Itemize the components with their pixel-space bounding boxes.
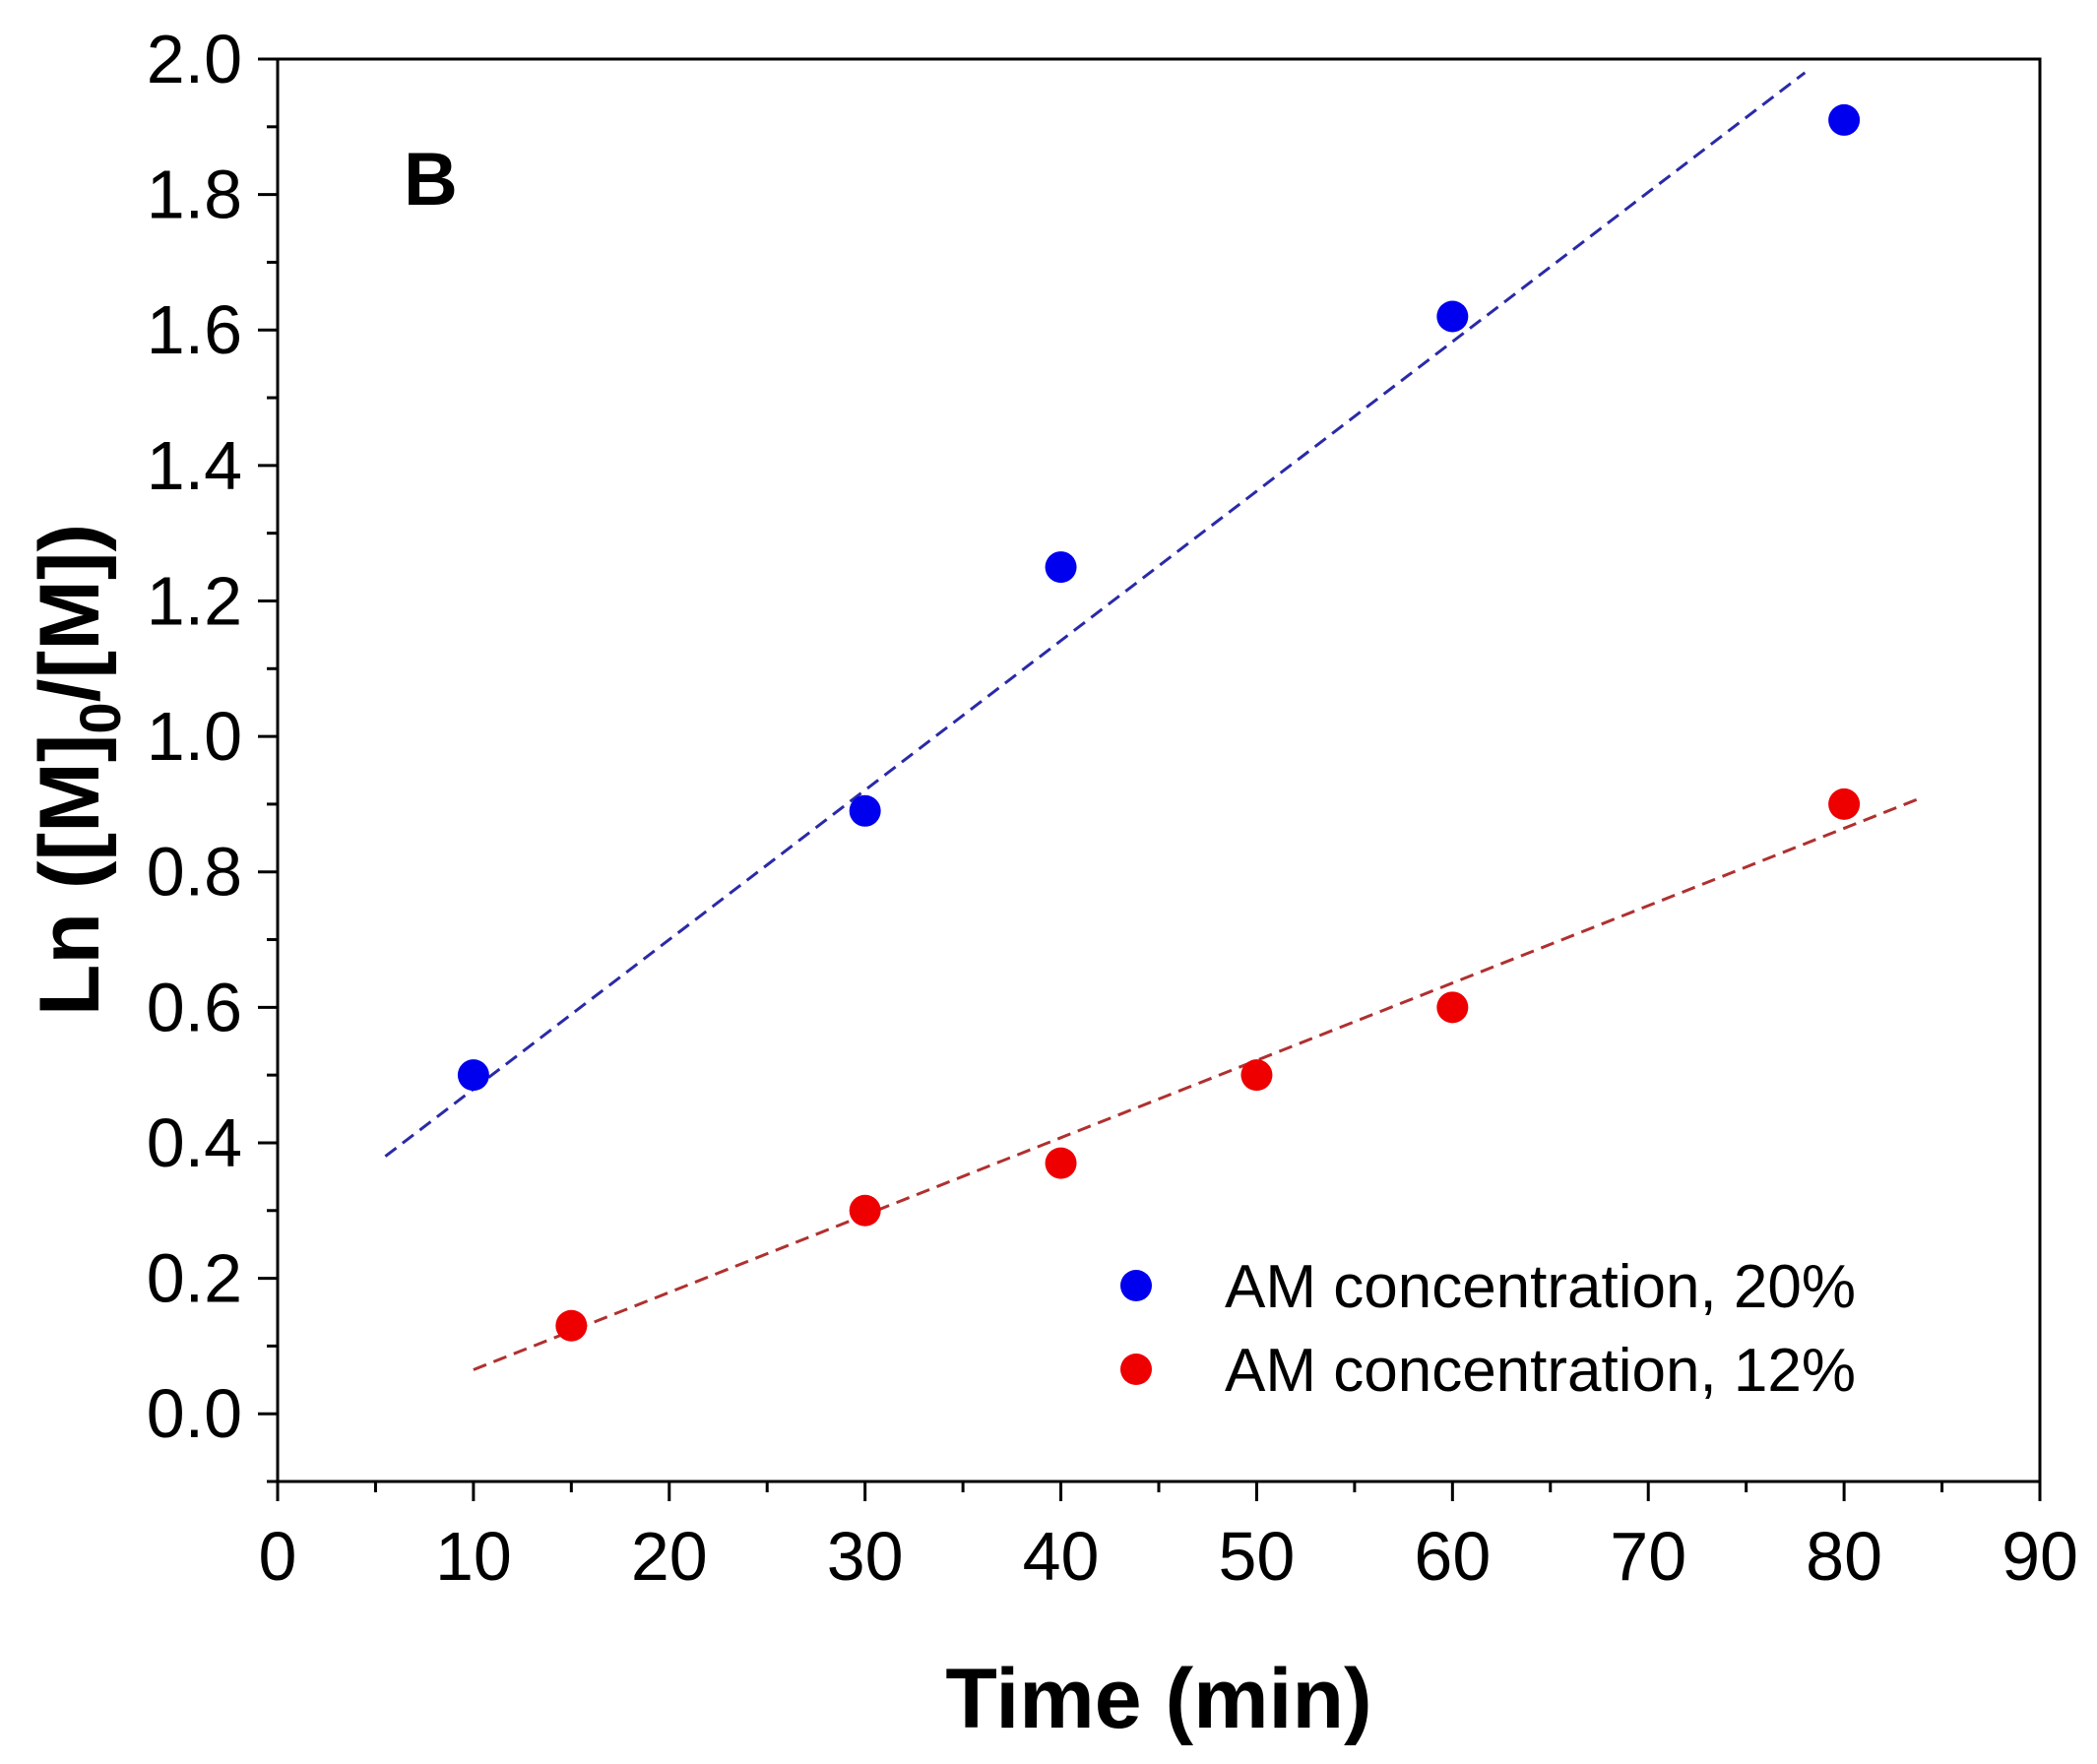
x-tick-label: 50 <box>1219 1518 1296 1595</box>
data-points <box>457 103 1861 1342</box>
y-tick-label: 1.8 <box>147 157 242 233</box>
y-tick-label: 0.2 <box>147 1240 242 1317</box>
x-axis-title: Time (min) <box>945 1652 1371 1746</box>
y-axis-title-prefix: Ln ([M] <box>23 734 117 1017</box>
data-point-s1 <box>1436 991 1469 1024</box>
data-point-s1 <box>1045 1147 1077 1179</box>
y-tick-label: 1.4 <box>147 427 242 504</box>
data-point-s0 <box>457 1059 489 1092</box>
y-tick-label: 1.0 <box>147 698 242 775</box>
y-axis-title: Ln ([M]0/[M]) <box>23 524 133 1016</box>
y-axis-title-suffix: /[M]) <box>23 524 117 702</box>
data-point-s1 <box>1828 788 1861 820</box>
data-point-s0 <box>1436 300 1469 333</box>
ticks <box>258 57 2042 1501</box>
x-tick-label: 90 <box>2002 1518 2078 1595</box>
x-tick-label: 60 <box>1414 1518 1491 1595</box>
fit-line-0 <box>384 71 1807 1158</box>
legend-label-20: AM concentration, 20% <box>1225 1253 1856 1321</box>
y-tick-label: 0.0 <box>147 1375 242 1452</box>
y-tick-label: 0.8 <box>147 834 242 911</box>
data-point-s0 <box>849 794 881 827</box>
x-tick-label: 40 <box>1023 1518 1100 1595</box>
data-point-s1 <box>555 1309 588 1342</box>
x-tick-label: 0 <box>259 1518 297 1595</box>
y-tick-label: 1.6 <box>147 291 242 368</box>
legend-marker-12 <box>1120 1354 1152 1385</box>
data-point-s1 <box>849 1194 881 1227</box>
fit-lines <box>384 71 1924 1371</box>
data-point-s0 <box>1828 103 1861 136</box>
x-tick-label: 80 <box>1806 1518 1882 1595</box>
tick-labels: 0 10 20 30 40 50 60 70 80 90 0.0 0.2 0.4 0.6 0.8 1.0 1.2… <box>147 21 2078 1595</box>
legend-marker-20 <box>1120 1270 1152 1301</box>
y-tick-label: 0.6 <box>147 969 242 1045</box>
x-tick-label: 30 <box>827 1518 904 1595</box>
data-point-s0 <box>1045 551 1077 584</box>
y-tick-label: 2.0 <box>147 21 242 97</box>
data-point-s1 <box>1240 1059 1273 1092</box>
legend-label-12: AM concentration, 12% <box>1225 1337 1856 1405</box>
x-tick-label: 10 <box>435 1518 512 1595</box>
y-tick-label: 0.4 <box>147 1104 242 1181</box>
y-tick-label: 1.2 <box>147 562 242 639</box>
y-axis-title-subscript: 0 <box>69 702 133 733</box>
x-tick-label: 20 <box>631 1518 708 1595</box>
legend: AM concentration, 20% AM concentration, … <box>1120 1253 1856 1405</box>
x-tick-label: 70 <box>1610 1518 1686 1595</box>
panel-label: B <box>404 138 458 221</box>
